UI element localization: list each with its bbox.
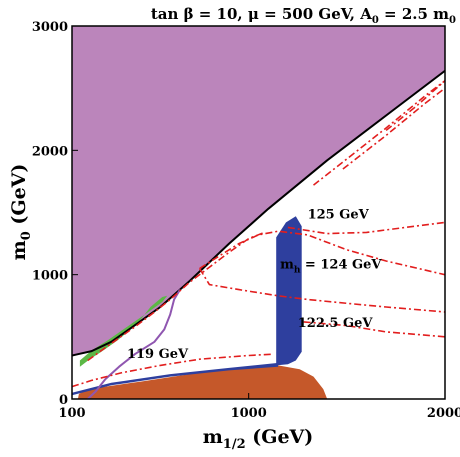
region-relic-density-band	[72, 362, 279, 396]
y-tick-label: 2000	[32, 144, 68, 159]
line-topmost-contour	[385, 80, 445, 132]
line-124-gev	[199, 230, 445, 276]
line-upper-contour	[342, 87, 445, 170]
annotation-125-gev: 125 GeV	[308, 208, 370, 223]
region-coannihilation-strip	[79, 295, 168, 367]
x-tick-label: 2000	[427, 406, 460, 421]
y-tick-label: 0	[59, 393, 68, 408]
lines-layer	[72, 70, 445, 399]
y-tick-label: 1000	[32, 269, 68, 284]
annotations-layer: 125 GeV mh = 124 GeV 122.5 GeV 119 GeV	[127, 208, 382, 362]
line-125-gev	[287, 221, 445, 235]
region-stau-lsp-region	[72, 26, 445, 356]
plot-frame	[71, 25, 446, 400]
x-tick-label: 1000	[231, 406, 267, 421]
line-124-gev-lower-branch	[198, 268, 445, 313]
region-relic-density-funnel	[276, 216, 302, 366]
annotation-122-5-gev: 122.5 GeV	[298, 316, 374, 331]
line-122-5-gev-upper-branch	[303, 321, 445, 338]
line-stau-lsp-boundary	[72, 70, 445, 357]
annotation-119-gev: 119 GeV	[127, 347, 189, 362]
regions-layer	[72, 26, 445, 399]
line-119-gev	[72, 353, 273, 388]
line-chargino-limit	[87, 289, 181, 399]
annotation-m-124-gev: mh = 124 GeV	[280, 257, 382, 275]
line-125-gev-upper-branch	[313, 80, 445, 186]
line-122-5-gev	[87, 231, 265, 362]
x-tick-label: 100	[58, 406, 85, 421]
y-axis-label: m0 (GeV)	[8, 164, 34, 261]
region-ewsb-excluded-region	[77, 365, 328, 399]
y-tick-label: 3000	[32, 20, 68, 35]
ticks-layer: 100 1000 2000 0 1000 2000 3000	[32, 20, 460, 421]
x-axis-label: m1/2 (GeV)	[203, 426, 314, 452]
chart-title: tan β = 10, μ = 500 GeV, A0 = 2.5 m0	[151, 5, 456, 26]
